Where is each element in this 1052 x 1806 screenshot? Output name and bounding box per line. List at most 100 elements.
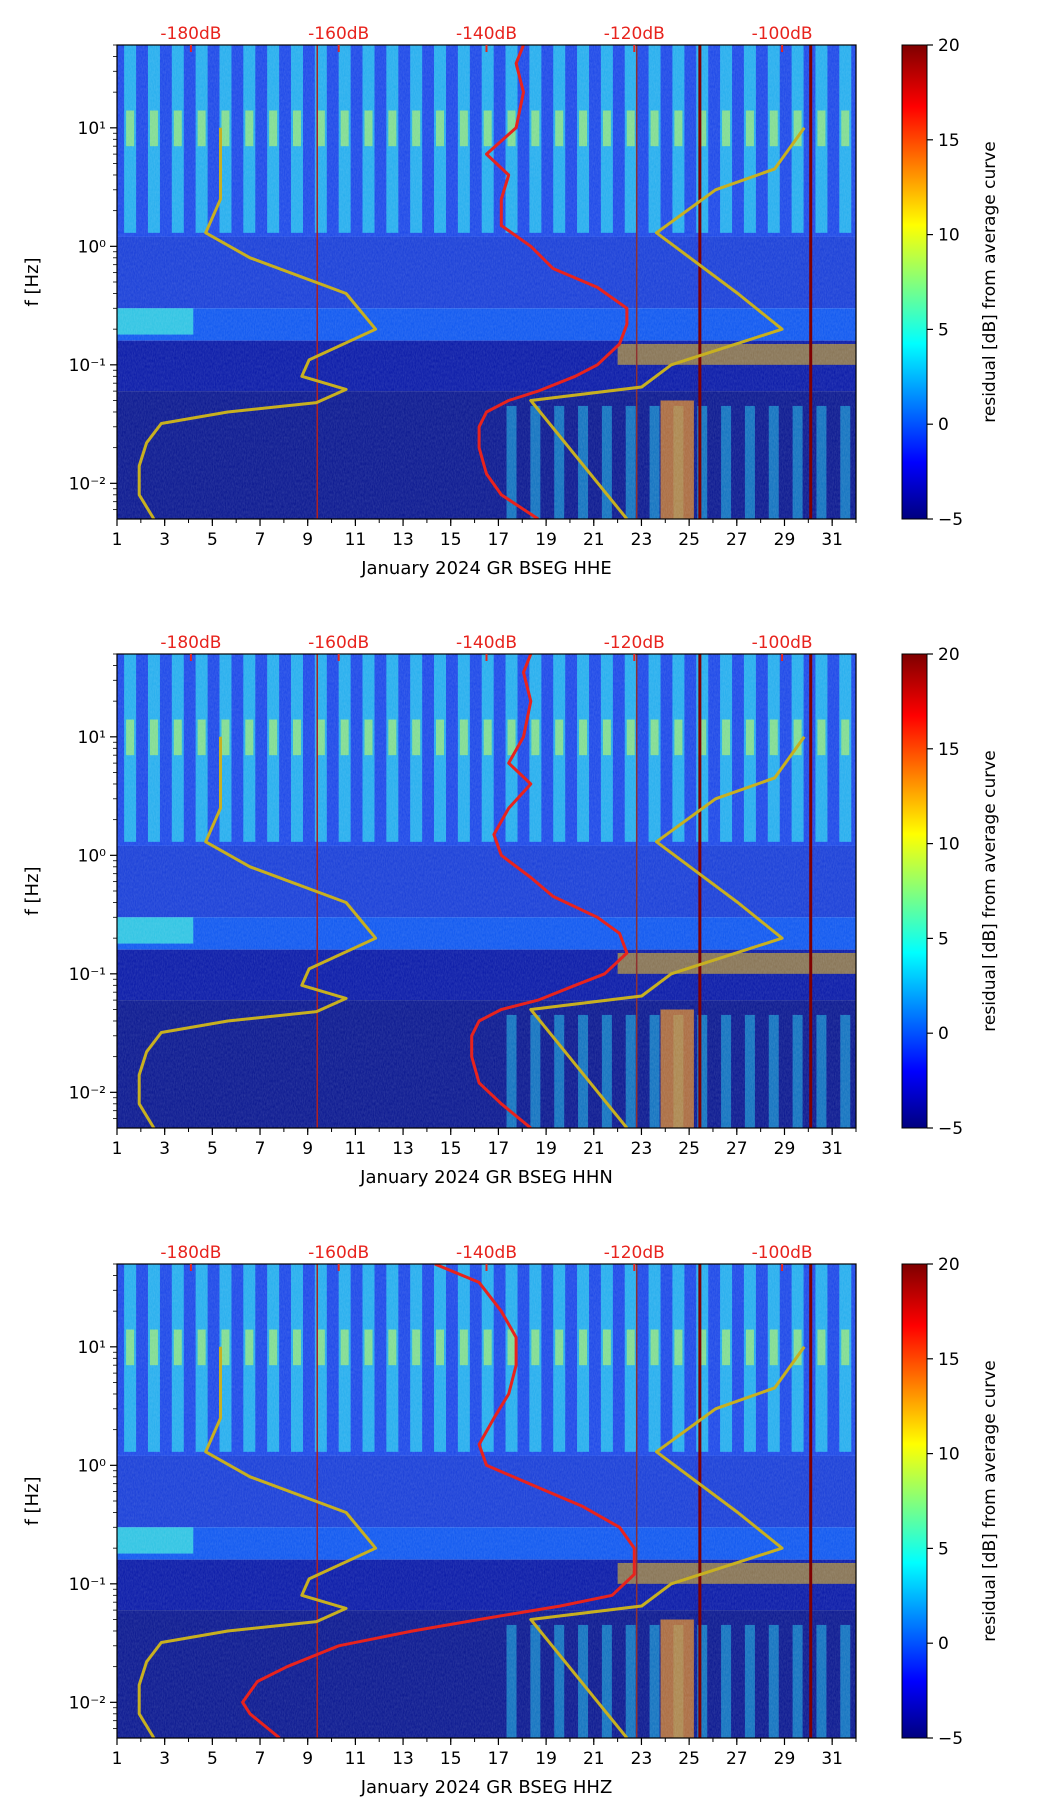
x-axis-label: January 2024 GR BSEG HHZ [360, 1777, 613, 1798]
high-noise-model-curve [529, 1345, 806, 1738]
y-tick-label: 10¹ [78, 1338, 106, 1358]
x-tick-label: 7 [255, 1139, 266, 1159]
y-tick-label: 10⁻² [69, 1083, 106, 1103]
x-tick-label: 5 [207, 1749, 218, 1769]
y-tick-label: 10¹ [78, 728, 106, 748]
colorbar: −5 0 5 10 15 20 residual [dB] from average cur… [901, 36, 1000, 530]
y-axis-label: f [Hz] [22, 1476, 43, 1525]
x-tick-label: 19 [535, 1139, 557, 1159]
psd-curve [470, 654, 629, 1128]
x-tick-label: 11 [345, 530, 367, 550]
x-tick-label: 11 [345, 1749, 367, 1769]
x-tick-label: 13 [392, 1749, 414, 1769]
colorbar: −5 0 5 10 15 20 residual [dB] from average cur… [901, 1255, 1000, 1749]
x-tick-label: 3 [159, 1749, 170, 1769]
top-db-label: -160dB [308, 633, 369, 653]
x-tick-label: 1 [112, 530, 123, 550]
colorbar-gradient [901, 1263, 928, 1739]
top-db-label: -120dB [604, 633, 665, 653]
x-tick-label: 7 [255, 1749, 266, 1769]
x-tick-label: 23 [631, 530, 653, 550]
colorbar-tick-label: −5 [938, 1729, 963, 1749]
colorbar-gradient [901, 653, 928, 1129]
y-axis-label: f [Hz] [22, 866, 43, 915]
top-db-label: -140dB [456, 24, 517, 44]
x-tick-label: 21 [583, 1749, 605, 1769]
x-tick-label: 23 [631, 1749, 653, 1769]
x-tick-label: 3 [159, 1139, 170, 1159]
heatmap-noise [117, 45, 856, 519]
colorbar-tick-label: 20 [938, 1255, 960, 1275]
x-tick-label: 9 [302, 1749, 313, 1769]
x-tick-label: 5 [207, 530, 218, 550]
high-noise-model-curve [529, 735, 806, 1128]
x-tick-label: 11 [345, 1139, 367, 1159]
x-tick-label: 21 [583, 530, 605, 550]
colorbar-tick-label: 10 [938, 226, 960, 246]
colorbar-tick-label: 10 [938, 835, 960, 855]
colorbar-tick-label: 5 [938, 929, 949, 949]
x-tick-label: 17 [488, 1749, 510, 1769]
x-tick-label: 31 [821, 1749, 843, 1769]
x-tick-label: 19 [535, 530, 557, 550]
x-tick-label: 13 [392, 530, 414, 550]
x-tick-label: 15 [440, 1139, 462, 1159]
x-tick-label: 21 [583, 1139, 605, 1159]
x-tick-label: 17 [488, 530, 510, 550]
top-db-label: -140dB [456, 1243, 517, 1263]
colorbar-tick-label: 20 [938, 36, 960, 56]
top-db-label: -120dB [604, 1243, 665, 1263]
x-tick-label: 25 [678, 1139, 700, 1159]
x-tick-label: 25 [678, 1749, 700, 1769]
y-tick-label: 10⁰ [78, 237, 107, 257]
x-tick-label: 9 [302, 530, 313, 550]
psd-curve [241, 1264, 636, 1738]
x-tick-label: 23 [631, 1139, 653, 1159]
x-tick-label: 19 [535, 1749, 557, 1769]
colorbar-tick-label: 15 [938, 740, 960, 760]
colorbar-tick-label: 15 [938, 1350, 960, 1370]
y-tick-label: 10⁻² [69, 474, 106, 494]
y-tick-label: 10⁰ [78, 846, 107, 866]
y-tick-label: 10⁻¹ [69, 356, 106, 376]
x-tick-label: 5 [207, 1139, 218, 1159]
x-tick-label: 1 [112, 1139, 123, 1159]
colorbar-tick-label: 5 [938, 320, 949, 340]
top-db-label: -160dB [308, 24, 369, 44]
colorbar-tick-label: −5 [938, 510, 963, 530]
heatmap-noise [117, 1264, 856, 1738]
x-tick-label: 25 [678, 530, 700, 550]
x-tick-label: 9 [302, 1139, 313, 1159]
colorbar-label: residual [dB] from average curve [980, 1360, 1000, 1641]
x-tick-label: 1 [112, 1749, 123, 1769]
y-tick-label: 10⁻¹ [69, 965, 106, 985]
top-db-label: -140dB [456, 633, 517, 653]
top-db-label: -180dB [160, 633, 221, 653]
colorbar-tick-label: 0 [938, 1024, 949, 1044]
y-axis-label: f [Hz] [22, 257, 43, 306]
x-tick-label: 15 [440, 530, 462, 550]
x-tick-label: 7 [255, 530, 266, 550]
x-tick-label: 3 [159, 530, 170, 550]
x-tick-label: 29 [774, 1749, 796, 1769]
x-tick-label: 27 [726, 530, 748, 550]
colorbar-gradient [901, 44, 928, 520]
heatmap-noise [117, 654, 856, 1128]
y-tick-label: 10⁻¹ [69, 1575, 106, 1595]
top-db-label: -160dB [308, 1243, 369, 1263]
x-tick-label: 31 [821, 530, 843, 550]
y-tick-label: 10¹ [78, 119, 106, 139]
x-tick-label: 27 [726, 1749, 748, 1769]
top-db-label: -100dB [752, 1243, 813, 1263]
low-noise-model-curve [137, 736, 378, 1128]
x-tick-label: 27 [726, 1139, 748, 1159]
top-db-label: -120dB [604, 24, 665, 44]
top-db-label: -100dB [752, 24, 813, 44]
top-db-label: -100dB [752, 633, 813, 653]
heatmap-body [117, 654, 856, 1128]
colorbar-tick-label: 0 [938, 415, 949, 435]
